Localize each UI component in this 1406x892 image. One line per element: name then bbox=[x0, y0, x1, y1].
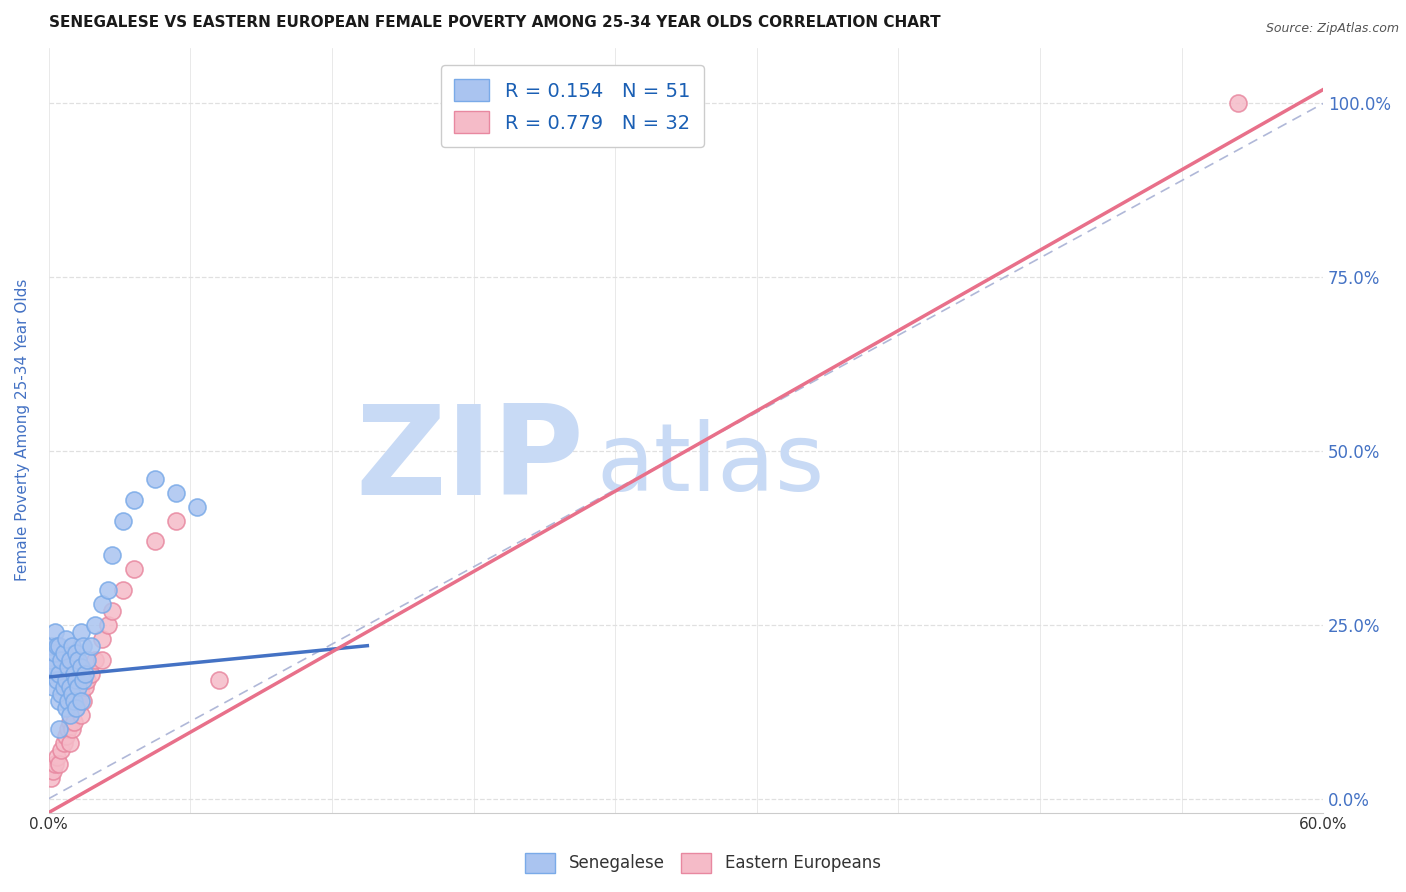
Point bbox=[48, 722, 70, 736]
Point bbox=[55, 673, 77, 688]
Point bbox=[65, 701, 87, 715]
Point bbox=[1227, 96, 1250, 111]
Point bbox=[69, 694, 91, 708]
Text: ZIP: ZIP bbox=[356, 401, 583, 521]
Text: Source: ZipAtlas.com: Source: ZipAtlas.com bbox=[1265, 22, 1399, 36]
Point bbox=[80, 666, 103, 681]
Point bbox=[65, 646, 87, 660]
Point bbox=[44, 646, 66, 660]
Point bbox=[90, 632, 112, 646]
Point bbox=[101, 549, 124, 563]
Point bbox=[39, 639, 62, 653]
Point bbox=[51, 743, 73, 757]
Point bbox=[63, 694, 86, 708]
Point bbox=[59, 715, 82, 730]
Point bbox=[55, 701, 77, 715]
Point bbox=[48, 666, 70, 681]
Point bbox=[48, 756, 70, 771]
Point bbox=[55, 729, 77, 743]
Point bbox=[42, 681, 65, 695]
Point bbox=[67, 652, 90, 666]
Point bbox=[72, 694, 94, 708]
Legend: R = 0.154   N = 51, R = 0.779   N = 32: R = 0.154 N = 51, R = 0.779 N = 32 bbox=[441, 65, 704, 147]
Point bbox=[60, 687, 83, 701]
Point bbox=[46, 639, 69, 653]
Point bbox=[69, 708, 91, 723]
Point bbox=[65, 701, 87, 715]
Point bbox=[67, 694, 90, 708]
Point bbox=[90, 597, 112, 611]
Point bbox=[48, 639, 70, 653]
Text: atlas: atlas bbox=[596, 418, 825, 510]
Point bbox=[84, 617, 107, 632]
Point bbox=[72, 639, 94, 653]
Point bbox=[69, 687, 91, 701]
Point bbox=[69, 659, 91, 673]
Point bbox=[165, 514, 187, 528]
Point bbox=[56, 694, 79, 708]
Point bbox=[51, 687, 73, 701]
Point bbox=[69, 624, 91, 639]
Point bbox=[52, 646, 75, 660]
Y-axis label: Female Poverty Among 25-34 Year Olds: Female Poverty Among 25-34 Year Olds bbox=[15, 279, 30, 582]
Point bbox=[122, 562, 145, 576]
Point bbox=[55, 632, 77, 646]
Point bbox=[60, 639, 83, 653]
Point bbox=[46, 673, 69, 688]
Point bbox=[42, 659, 65, 673]
Point bbox=[48, 694, 70, 708]
Point bbox=[76, 652, 98, 666]
Point bbox=[52, 681, 75, 695]
Point bbox=[39, 666, 62, 681]
Point bbox=[143, 534, 166, 549]
Point bbox=[51, 652, 73, 666]
Point bbox=[101, 604, 124, 618]
Point bbox=[80, 639, 103, 653]
Text: SENEGALESE VS EASTERN EUROPEAN FEMALE POVERTY AMONG 25-34 YEAR OLDS CORRELATION : SENEGALESE VS EASTERN EUROPEAN FEMALE PO… bbox=[49, 15, 941, 30]
Point bbox=[76, 673, 98, 688]
Point bbox=[59, 708, 82, 723]
Point bbox=[44, 624, 66, 639]
Point bbox=[56, 659, 79, 673]
Legend: Senegalese, Eastern Europeans: Senegalese, Eastern Europeans bbox=[519, 847, 887, 880]
Point bbox=[59, 736, 82, 750]
Point bbox=[46, 750, 69, 764]
Point bbox=[39, 771, 62, 785]
Point bbox=[42, 764, 65, 778]
Point bbox=[186, 500, 208, 514]
Point bbox=[112, 514, 135, 528]
Point bbox=[72, 673, 94, 688]
Point bbox=[52, 736, 75, 750]
Point bbox=[59, 652, 82, 666]
Point bbox=[112, 583, 135, 598]
Point bbox=[97, 583, 120, 598]
Point bbox=[63, 715, 86, 730]
Point bbox=[97, 617, 120, 632]
Point bbox=[90, 652, 112, 666]
Point bbox=[39, 652, 62, 666]
Point bbox=[63, 666, 86, 681]
Point bbox=[44, 756, 66, 771]
Point bbox=[73, 681, 96, 695]
Point bbox=[208, 673, 231, 688]
Point bbox=[67, 681, 90, 695]
Point bbox=[143, 472, 166, 486]
Point bbox=[84, 652, 107, 666]
Point bbox=[60, 722, 83, 736]
Point bbox=[65, 673, 87, 688]
Point bbox=[56, 722, 79, 736]
Point bbox=[122, 492, 145, 507]
Point bbox=[73, 666, 96, 681]
Point bbox=[165, 485, 187, 500]
Point bbox=[59, 681, 82, 695]
